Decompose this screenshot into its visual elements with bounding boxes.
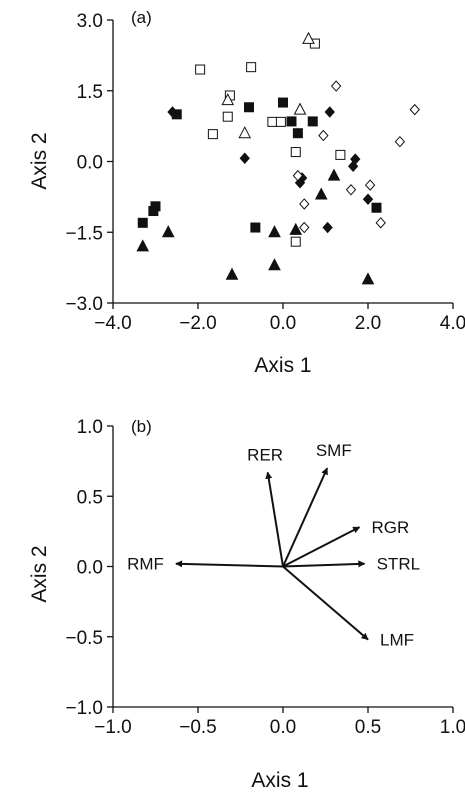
point-diamond-open — [292, 169, 304, 182]
point-square-filled — [250, 222, 261, 233]
point-square-open — [207, 129, 218, 140]
vector-strl-label: STRL — [377, 555, 420, 574]
panel-a-x-axis-title: Axis 1 — [254, 354, 311, 377]
point-diamond-filled — [347, 160, 359, 172]
y-tick-label: −1.0 — [65, 698, 103, 719]
point-diamond-open — [345, 184, 357, 196]
vector-rer-arrow — [265, 471, 284, 567]
panel-a-y-axis-title: Axis 2 — [28, 132, 51, 189]
point-diamond-open — [330, 80, 342, 92]
x-tick-label: 0.0 — [270, 313, 296, 334]
y-tick-label: 0.0 — [77, 153, 103, 174]
panel-a-label: (a) — [131, 8, 152, 27]
y-tick-label: 0.0 — [77, 558, 103, 579]
point-triangle-filled — [361, 272, 375, 285]
point-triangle-filled — [161, 225, 175, 238]
vector-lmf-label: LMF — [380, 631, 414, 650]
point-square-filled — [148, 206, 159, 217]
point-diamond-open — [299, 221, 310, 234]
point-square-open — [246, 62, 257, 73]
point-square-filled — [307, 116, 318, 127]
point-square-open — [195, 64, 206, 75]
point-triangle-filled — [268, 225, 281, 238]
panel-b-x-axis-title: Axis 1 — [251, 769, 308, 792]
vector-rgr-arrow — [282, 526, 361, 568]
x-tick-label: −1.0 — [94, 717, 132, 738]
point-diamond-open — [364, 179, 376, 191]
x-tick-label: 4.0 — [440, 313, 465, 334]
point-square-filled — [137, 217, 148, 228]
panel-b-axes: −1.0 −0.5 0.0 0.5 1.0 −1.0 −0.5 0.0 0.5 1.0 — [65, 417, 465, 738]
panel-b-y-axis-title: Axis 2 — [28, 545, 51, 602]
y-tick-label: −0.5 — [65, 628, 103, 649]
panel-b-label: (b) — [131, 417, 152, 436]
point-square-filled — [244, 102, 254, 113]
panel-a-axes: −4.0 −2.0 0.0 2.0 4.0 −3.0 −1.5 0.0 1.5 3.0 — [65, 11, 465, 334]
point-triangle-filled — [314, 187, 328, 200]
point-diamond-open — [299, 198, 310, 210]
point-square-open — [290, 147, 301, 158]
point-diamond-open — [318, 129, 329, 142]
point-diamond-filled — [362, 193, 374, 205]
point-square-filled — [371, 202, 382, 213]
point-diamond-filled — [167, 106, 178, 118]
point-diamond-open — [409, 103, 420, 116]
point-triangle-open — [221, 93, 235, 106]
point-square-filled — [292, 128, 303, 139]
vector-rgr-label: RGR — [372, 518, 410, 537]
point-diamond-filled — [239, 152, 250, 164]
point-square-open — [275, 116, 286, 127]
point-square-open — [290, 236, 301, 247]
y-tick-label: 3.0 — [77, 11, 103, 32]
vector-rer-label: RER — [247, 445, 283, 464]
x-tick-label: 0.5 — [355, 717, 381, 738]
y-tick-label: −1.5 — [65, 223, 103, 244]
vector-rmf-label: RMF — [127, 555, 164, 574]
vector-rmf-arrow — [175, 560, 284, 568]
point-diamond-filled — [324, 106, 335, 118]
point-diamond-filled — [322, 221, 333, 234]
point-square-open — [267, 116, 278, 127]
vector-strl-arrow — [282, 560, 366, 568]
panel-a-points — [136, 31, 420, 285]
y-tick-label: 1.5 — [77, 82, 103, 103]
point-diamond-open — [375, 217, 386, 229]
point-triangle-filled — [268, 258, 281, 271]
point-square-open — [222, 111, 233, 122]
x-tick-label: −4.0 — [94, 313, 132, 334]
y-tick-label: 1.0 — [77, 417, 103, 438]
point-square-open — [335, 149, 346, 160]
y-tick-label: 0.5 — [77, 487, 103, 508]
point-triangle-filled — [225, 267, 239, 280]
vector-smf-arrow — [282, 467, 329, 567]
x-tick-label: 1.0 — [440, 717, 465, 738]
x-tick-label: −2.0 — [179, 313, 217, 334]
x-tick-label: 0.0 — [270, 717, 296, 738]
point-triangle-open — [302, 31, 315, 44]
point-triangle-open — [238, 126, 252, 139]
panel-b-biplot: (b) Axis 1 Axis 2 −1.0 −0.5 0.0 0.5 1.0−1.0−… — [28, 417, 465, 792]
point-triangle-filled — [289, 222, 303, 235]
point-triangle-filled — [327, 168, 341, 181]
point-square-filled — [286, 116, 297, 127]
x-tick-label: −0.5 — [179, 717, 217, 738]
vector-smf-label: SMF — [316, 441, 352, 460]
x-tick-label: 2.0 — [355, 313, 381, 334]
point-square-filled — [278, 97, 288, 108]
point-triangle-open — [293, 102, 307, 115]
panel-a-scatter: (a) Axis 1 Axis 2 −4.0 −2.0 0.0 2.0 4.0−3.0−… — [28, 8, 465, 377]
y-tick-label: −3.0 — [65, 294, 103, 315]
panel-b-vectors: RER SMF RGR STRL LMF RMF — [127, 441, 420, 649]
point-diamond-open — [394, 135, 406, 148]
vector-lmf-arrow — [282, 565, 369, 641]
point-triangle-filled — [136, 239, 150, 252]
